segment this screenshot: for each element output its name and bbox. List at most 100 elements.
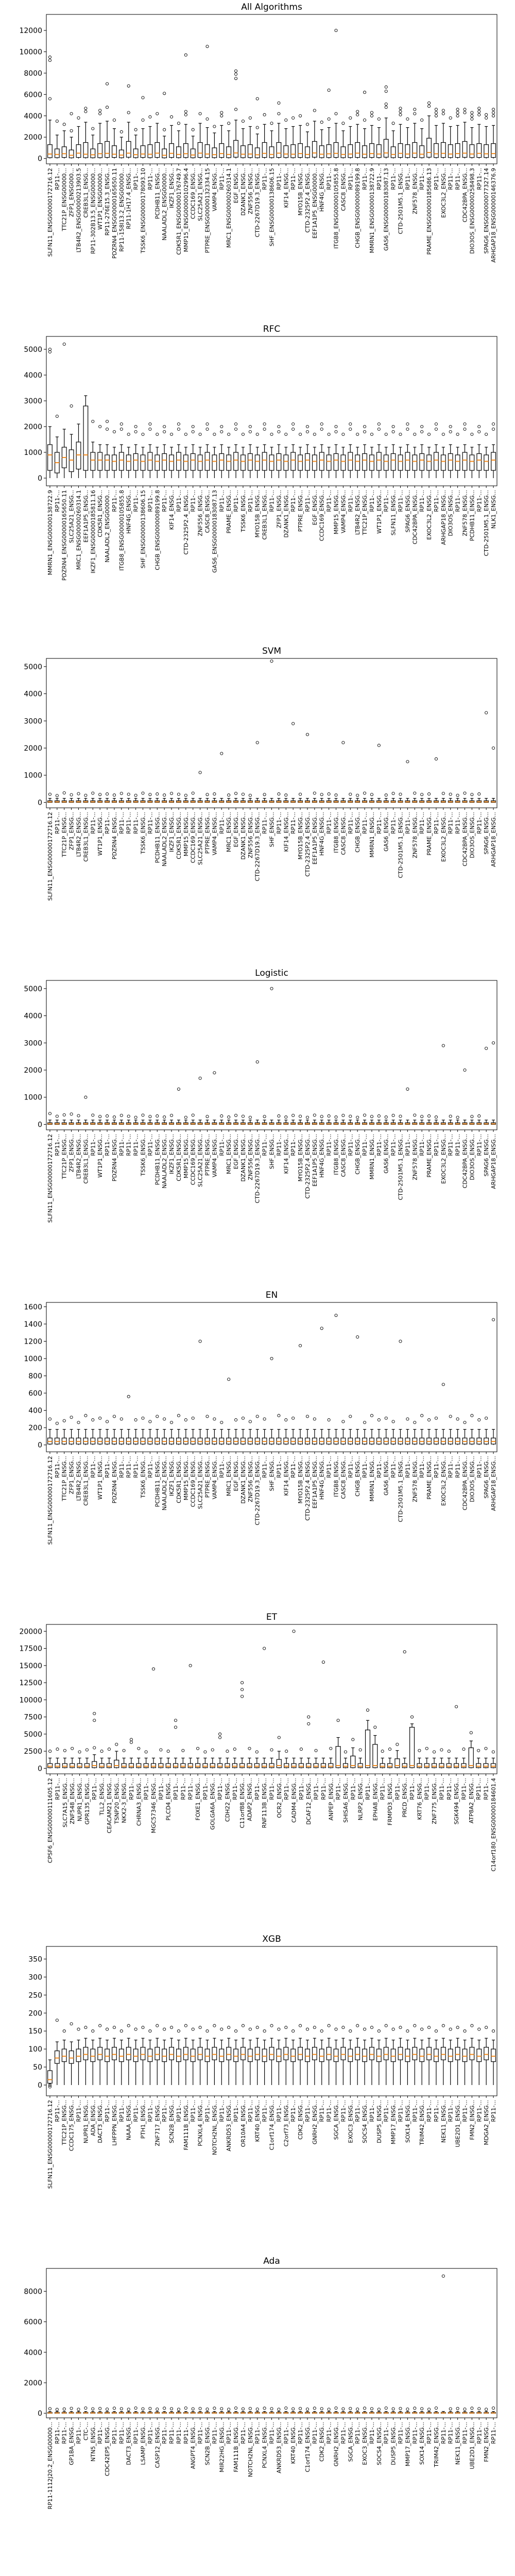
box-item <box>319 422 324 478</box>
flier-point <box>377 2029 381 2033</box>
box-item <box>434 108 439 159</box>
x-tick-label: RP11-... <box>126 1456 132 1478</box>
flier-point <box>384 1416 388 1420</box>
box-body <box>290 144 296 158</box>
box-item <box>169 792 174 803</box>
box-body <box>448 144 453 158</box>
flier-point <box>263 2029 266 2033</box>
box-body <box>426 138 432 158</box>
flier-point <box>70 2022 73 2026</box>
x-tick-label: DIO3OS_ENSG00000258498.3 <box>469 168 475 254</box>
x-tick-label: DCAF12_ENSG... <box>305 1778 312 1825</box>
flier-point <box>334 425 338 429</box>
flier-point <box>299 432 302 436</box>
flier-point <box>163 1417 166 1421</box>
flier-point <box>341 741 345 744</box>
box-body <box>180 1763 186 1768</box>
x-tick-label: TRIM42_ENSG... <box>419 2100 425 2146</box>
box-item <box>312 2406 317 2414</box>
flier-point <box>284 793 288 797</box>
x-tick-label: RP11-... <box>269 490 276 512</box>
x-tick-label: NAAA_ENSG... <box>126 2100 132 2140</box>
flier-point <box>406 117 409 121</box>
chart-panel: Ada02000400060008000RP11-1112J20.2_ENSG0… <box>24 2256 497 2510</box>
flier-point <box>413 2024 417 2027</box>
flier-point <box>255 2026 259 2029</box>
y-tick-label: 0 <box>38 155 42 163</box>
box-body <box>462 141 468 158</box>
box-item <box>204 2408 210 2414</box>
flier-point <box>255 1060 259 1064</box>
box-item <box>362 1113 367 1125</box>
box-item <box>426 2026 432 2086</box>
x-tick-label: C2orf73_ENSG... <box>283 2100 289 2146</box>
flier-point <box>477 430 481 434</box>
flier-point <box>384 106 388 109</box>
box-item <box>254 1415 260 1445</box>
box-item <box>162 92 167 159</box>
flier-point <box>77 2408 80 2411</box>
box-item <box>61 1113 67 1125</box>
box-item <box>376 2029 382 2086</box>
box-item <box>99 1750 105 1769</box>
box-item <box>233 422 238 478</box>
box-body <box>114 1759 119 1768</box>
box-item <box>348 2029 353 2086</box>
flier-point <box>356 1115 359 1119</box>
box-item <box>348 422 353 478</box>
x-tick-label: FAM111B_ENSG... <box>183 2100 190 2150</box>
x-tick-label: MRC1_ENSG... <box>226 812 232 852</box>
x-tick-label: MYO15B_ENSG... <box>254 490 261 538</box>
flier-point <box>299 1748 303 1751</box>
flier-point <box>477 110 481 113</box>
x-tick-label: RP11-... <box>147 490 153 512</box>
box-item <box>76 423 81 478</box>
box-item <box>412 1113 418 1125</box>
x-tick-label: PTPRE_ENSG... <box>204 1134 211 1176</box>
box-item <box>54 794 60 803</box>
flier-point <box>141 791 145 795</box>
x-tick-label: RP11-... <box>247 2100 254 2122</box>
x-tick-label: CTD-2267D19.3_ENSG... <box>254 168 261 237</box>
flier-point <box>241 2407 245 2411</box>
box-item <box>484 113 489 159</box>
x-tick-label: RP11-... <box>383 2422 390 2444</box>
box-item <box>484 1416 489 1445</box>
flier-point <box>313 109 316 112</box>
x-tick-label: MMP15_ENSG... <box>333 490 340 534</box>
x-tick-label: UBE2D1_ENSG... <box>455 2100 461 2147</box>
x-tick-label: NLK1_ENSG... <box>490 490 497 529</box>
flier-point <box>134 793 138 797</box>
x-tick-label: RP11-... <box>133 1456 140 1478</box>
flier-point <box>492 427 495 431</box>
flier-point <box>106 427 109 431</box>
box-item <box>326 1114 332 1125</box>
flier-point <box>277 2027 281 2031</box>
flier-point <box>184 2406 187 2410</box>
box-body <box>348 144 353 158</box>
flier-point <box>456 2406 459 2410</box>
x-tick-label: VAMP4_ENSG... <box>340 490 347 533</box>
flier-point <box>284 118 288 122</box>
x-tick-label: LHFPPN_ENSG... <box>111 2100 118 2146</box>
box-body <box>326 454 332 471</box>
flier-point <box>77 1420 80 1425</box>
box-item <box>269 987 274 1125</box>
box-body <box>262 2048 267 2062</box>
box-item <box>217 1732 223 1769</box>
box-item <box>283 2026 289 2086</box>
box-item <box>357 1748 363 1769</box>
box-item <box>340 2407 346 2414</box>
box-item <box>197 2406 203 2414</box>
box-item <box>434 422 439 478</box>
x-tick-label: EXOC3L2_ENSG... <box>440 1456 447 1506</box>
box-body <box>340 2047 346 2060</box>
flier-point <box>492 422 495 426</box>
x-tick-label: PTPRE_ENSG... <box>204 812 211 854</box>
x-tick-label: PCNXL4_ENSG... <box>262 2422 268 2468</box>
box-item <box>484 2408 489 2414</box>
box-item <box>305 123 310 159</box>
flier-point <box>292 1630 296 1633</box>
x-tick-label: RP11-... <box>354 2100 361 2122</box>
x-tick-label: LTB4R2_ENSG... <box>76 1456 82 1501</box>
